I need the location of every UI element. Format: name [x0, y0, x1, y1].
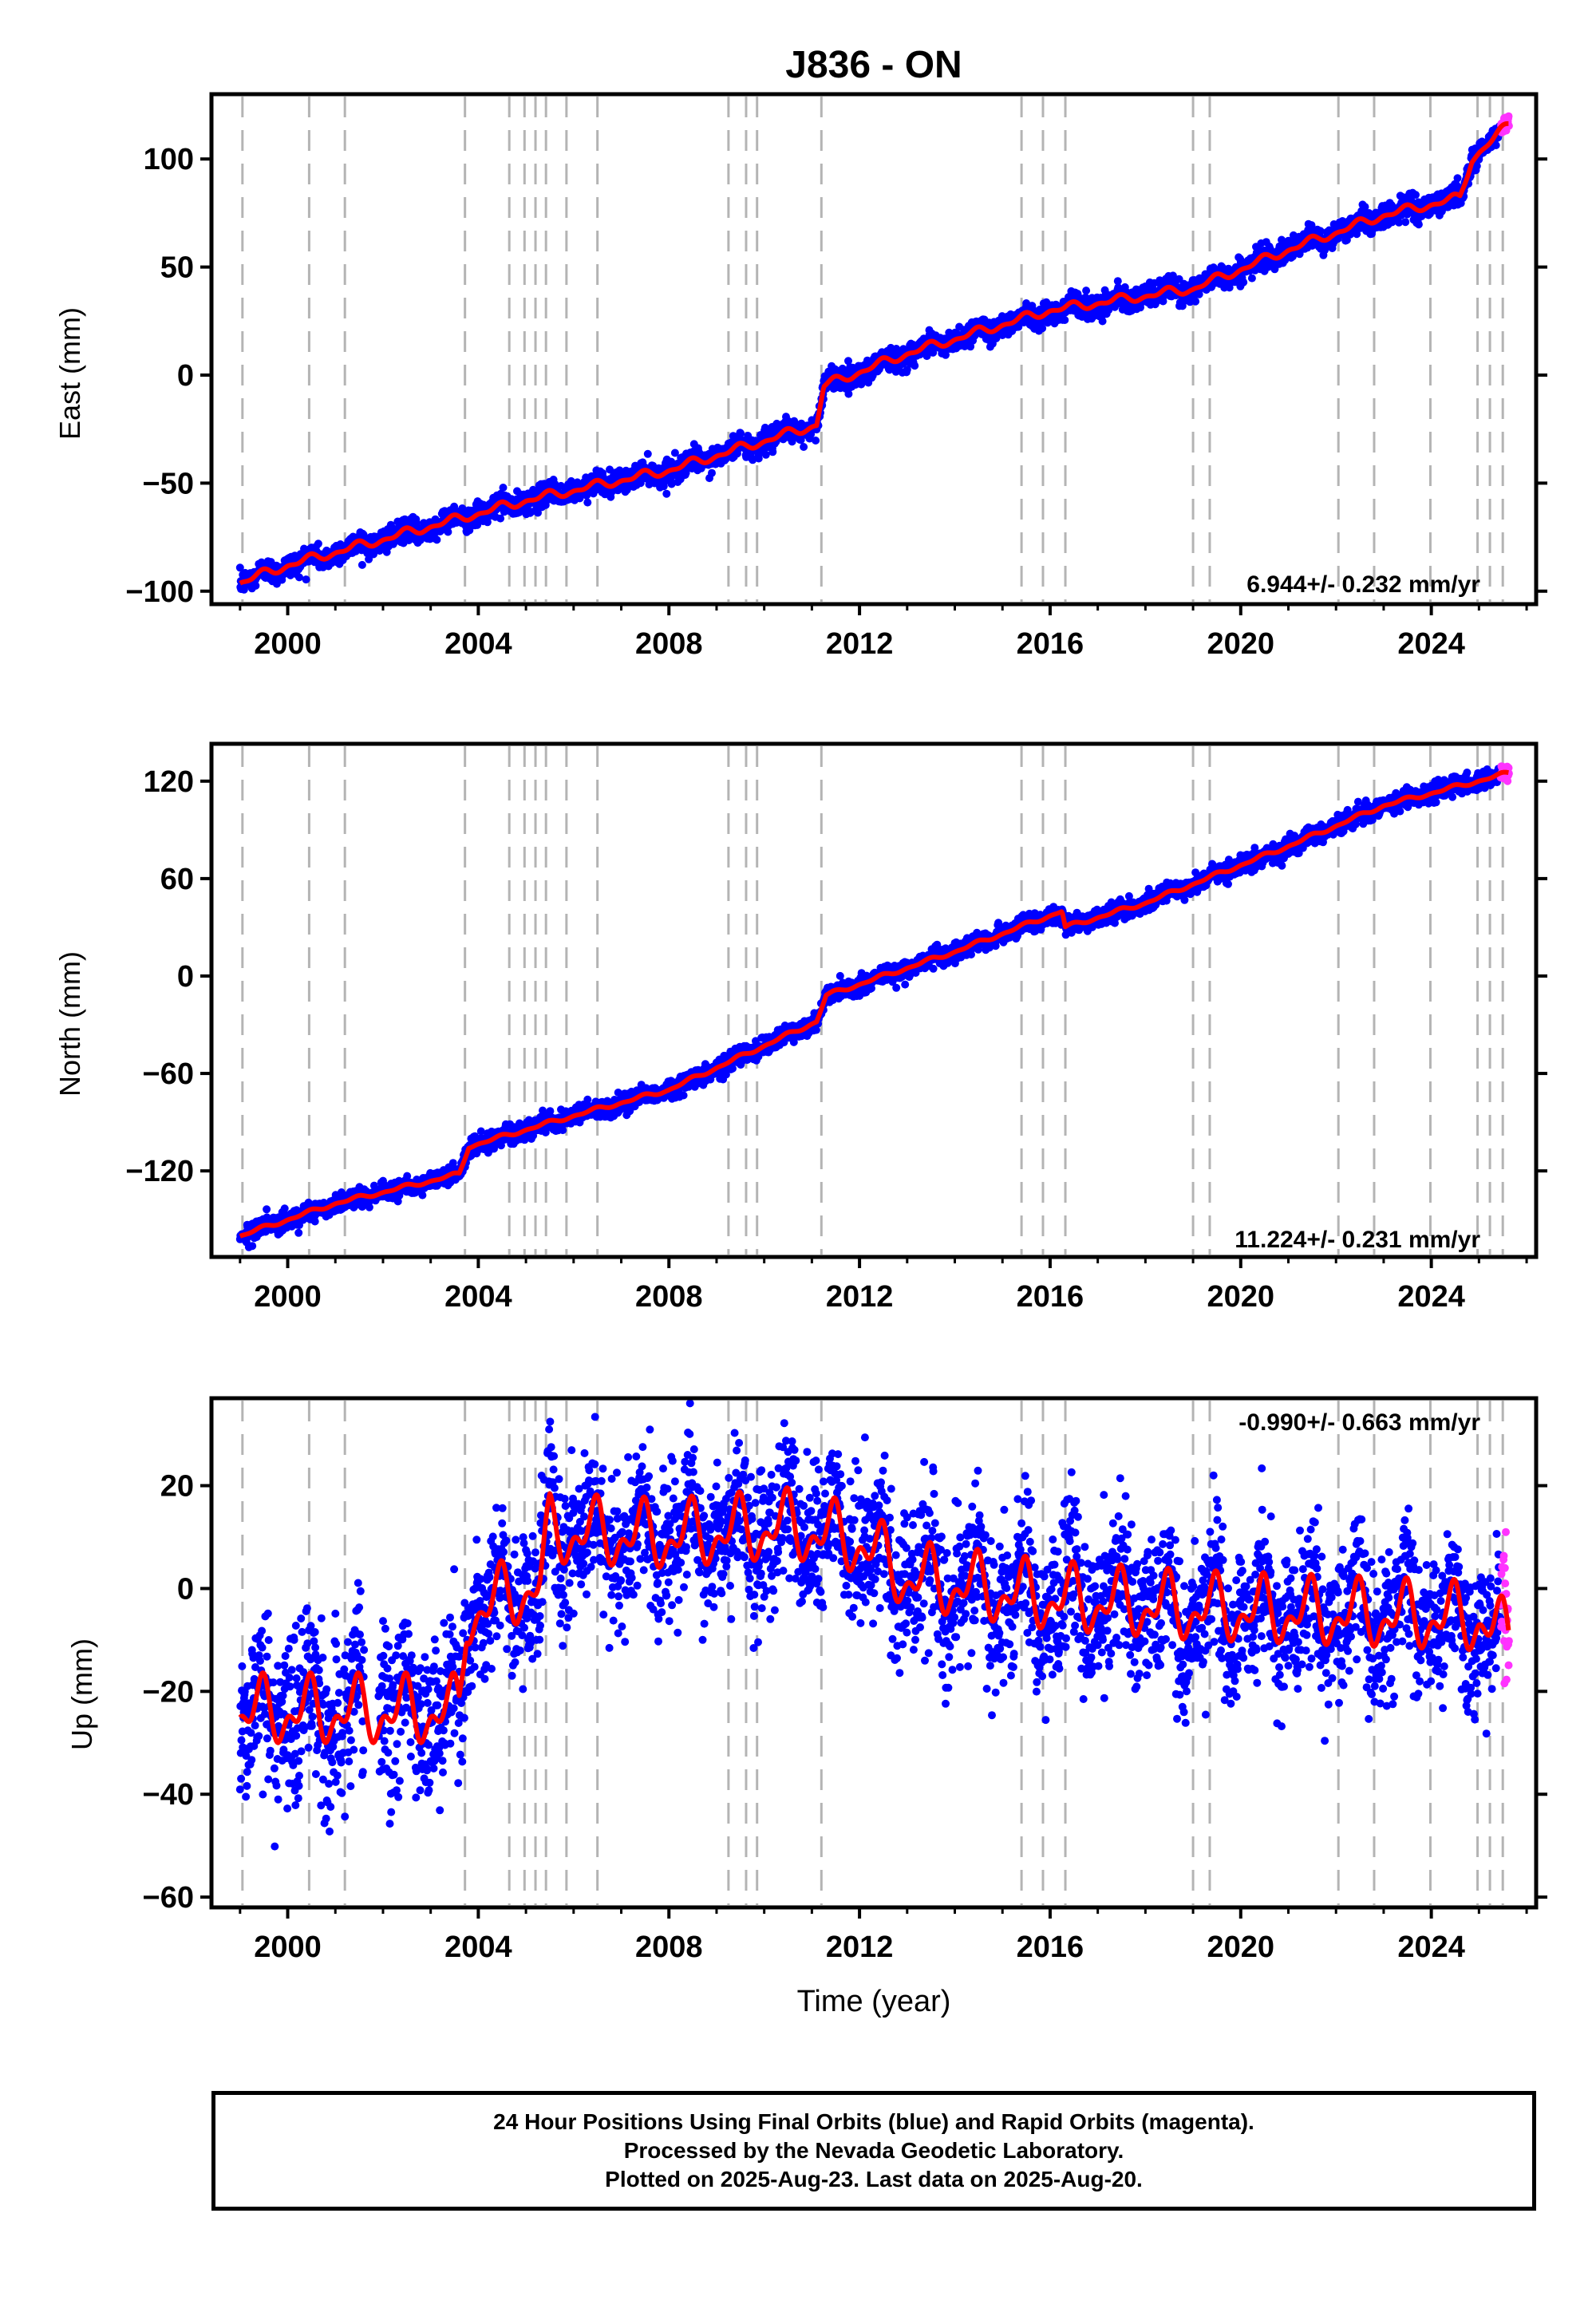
east-point-1656 — [800, 443, 808, 451]
east-xtick-label-5: 2020 — [1207, 627, 1275, 661]
east-point-3577 — [1453, 174, 1462, 183]
east-xtick-label-2: 2008 — [635, 627, 703, 661]
east-point-1982 — [911, 362, 919, 370]
east-xtick-label-4: 2016 — [1017, 627, 1084, 661]
east-xtick-label-0: 2000 — [254, 627, 322, 661]
north-point-172 — [294, 1228, 303, 1237]
east-point-2948 — [1239, 278, 1248, 287]
east-point-1524 — [754, 454, 763, 463]
figure-title: J836 - ON — [785, 44, 962, 86]
east-xtick-label-3: 2012 — [826, 627, 894, 661]
east-xtick-label-1: 2004 — [444, 627, 512, 661]
east-point-1471 — [737, 429, 745, 438]
east-point-1198 — [643, 449, 652, 458]
east-point-2423 — [1061, 316, 1069, 324]
east-point-2973 — [1247, 274, 1256, 283]
north-data-points — [235, 762, 1513, 1251]
east-point-3424 — [1401, 218, 1410, 227]
east-xtick-label-6: 2024 — [1397, 627, 1465, 661]
east-point-611 — [444, 528, 452, 536]
east-point-359 — [358, 560, 366, 569]
east-ytick-label-2: 0 — [177, 359, 194, 393]
north-point-36 — [248, 1242, 257, 1251]
east-ytick-label-1: −50 — [143, 467, 194, 500]
east-point-2486 — [1082, 287, 1091, 295]
east-point-410 — [375, 547, 384, 555]
east-ytick-label-0: −100 — [125, 575, 194, 609]
east-point-1253 — [662, 489, 671, 498]
east-point-1386 — [708, 468, 716, 477]
east-point-3454 — [1412, 191, 1420, 200]
east-point-1565 — [768, 448, 777, 456]
east-point-174 — [295, 573, 303, 582]
east-point-194 — [302, 575, 310, 584]
east-event-lines — [241, 97, 1504, 602]
east-point-578 — [433, 536, 441, 544]
north-point-536 — [418, 1191, 427, 1199]
east-point-3727 — [1504, 112, 1513, 121]
north-point-948 — [559, 1126, 567, 1135]
east-point-2807 — [1191, 297, 1200, 306]
east-ytick-label-3: 50 — [160, 251, 194, 285]
east-point-773 — [499, 484, 508, 492]
north-panel: 2000 2004 2008 2012 2016 2020 2024−120−6006012… — [53, 741, 1547, 1314]
east-axis-ylabel: East (mm) — [53, 307, 86, 440]
east-point-727 — [483, 518, 492, 527]
north-point-78 — [263, 1205, 271, 1214]
east-point-1021 — [583, 498, 592, 507]
east-point-0 — [235, 563, 244, 572]
north-point-220 — [310, 1217, 319, 1226]
north-point-380 — [365, 1203, 373, 1211]
east-panel: 2000 2004 2008 2012 2016 2020 2024 −100 −50 0 50 10… — [53, 92, 1547, 661]
east-point-1691 — [812, 437, 820, 445]
east-data-points — [235, 112, 1513, 594]
east-point-3463 — [1414, 220, 1423, 229]
east-ytick-label-4: 100 — [144, 143, 194, 176]
east-point-46 — [251, 581, 260, 590]
east-rate-label: 6.944+/- 0.232 mm/yr — [1246, 571, 1480, 598]
east-point-230 — [314, 539, 322, 548]
